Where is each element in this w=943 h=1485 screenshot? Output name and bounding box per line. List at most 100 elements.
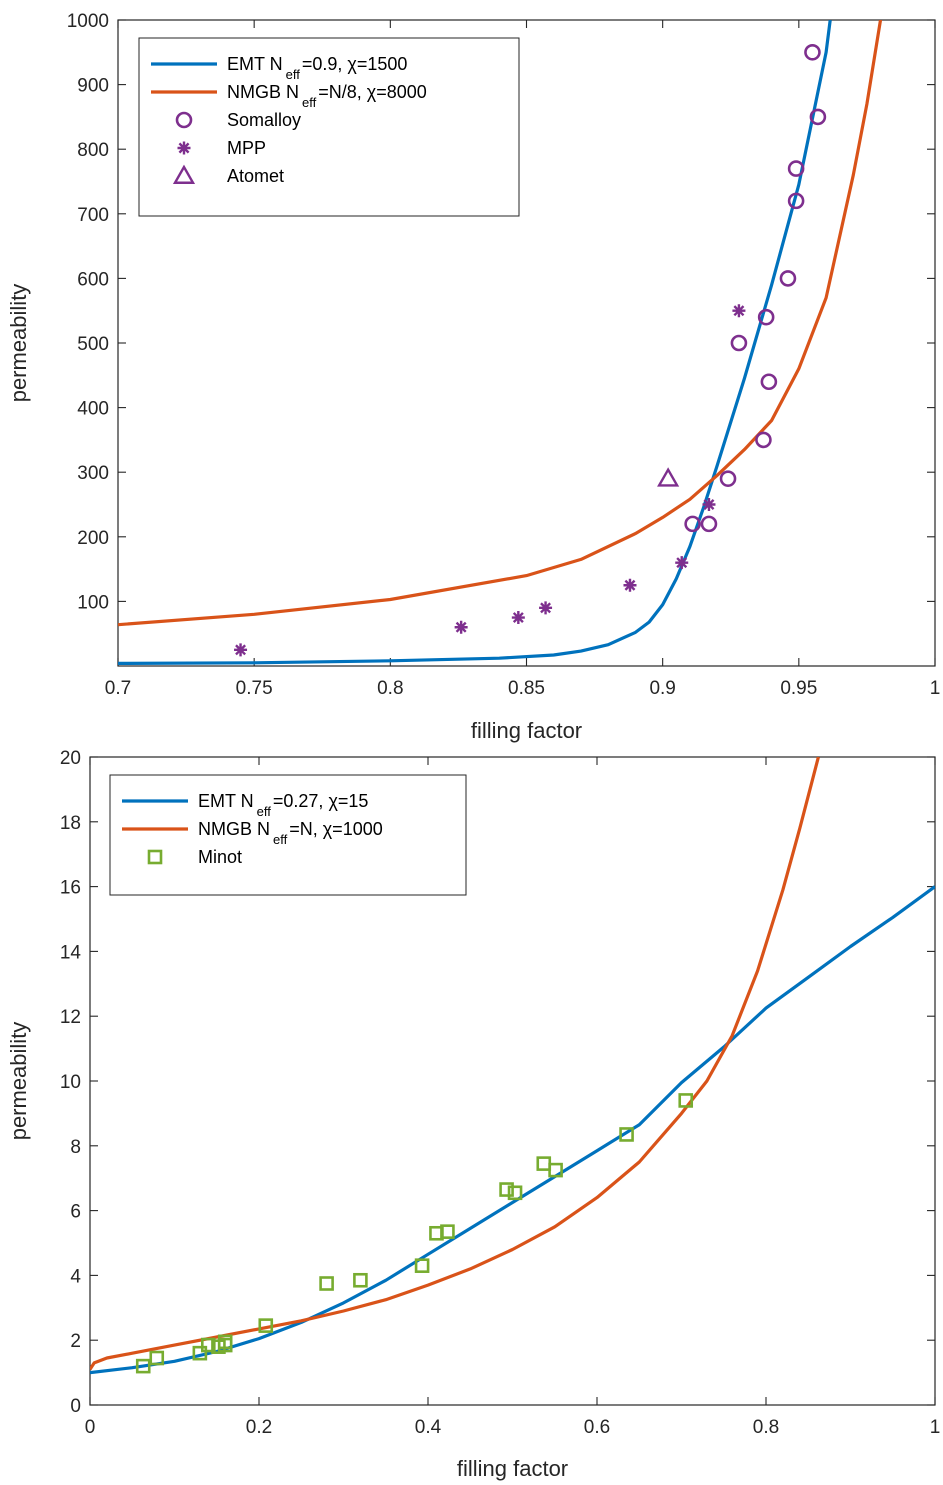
data-point-star (234, 643, 248, 657)
y-tick-label: 800 (77, 140, 109, 161)
data-point-circle (684, 515, 701, 533)
y-tick-label: 10 (60, 1072, 81, 1093)
legend-subscript: eff (257, 804, 272, 819)
data-point-square (678, 1093, 694, 1108)
x-tick-label: 0.2 (246, 1417, 272, 1438)
series-line-2 (90, 757, 820, 1371)
legend-entry-label: EMT Neff=0.9, χ=1500 (227, 54, 407, 82)
y-tick-label: 400 (77, 399, 109, 420)
y-tick-label: 6 (70, 1202, 81, 1223)
legend-box (138, 37, 520, 217)
y-tick-label: 8 (70, 1137, 81, 1158)
x-tick-label: 0.7 (105, 678, 131, 699)
legend-entry-label: Minot (198, 847, 242, 867)
legend-text-tail: =N/8, χ=8000 (318, 82, 427, 102)
legend-marker-swatch (175, 111, 193, 129)
x-tick-label: 0.85 (508, 678, 545, 699)
x-tick-label: 1 (930, 1417, 941, 1438)
legend-entry-label: MPP (227, 138, 266, 158)
data-point-star (623, 578, 637, 592)
legend-text: EMT N (198, 791, 254, 811)
y-tick-label: 600 (77, 269, 109, 290)
plot-data (118, 20, 883, 666)
legend-subscript: eff (302, 95, 317, 110)
x-tick-label: 0.6 (584, 1417, 610, 1438)
legend-text-tail: =0.9, χ=1500 (302, 54, 408, 74)
y-tick-label: 20 (60, 748, 81, 769)
legend-marker-swatch (172, 164, 196, 184)
data-point-square (619, 1127, 634, 1142)
x-tick-label: 1 (930, 678, 941, 699)
legend-subscript: eff (273, 832, 288, 847)
legend-marker-swatch (177, 141, 191, 155)
data-point-square (414, 1258, 430, 1273)
x-tick-label: 0.8 (753, 1417, 779, 1438)
data-point-star (511, 611, 525, 625)
y-tick-label: 18 (60, 813, 81, 834)
y-tick-label: 300 (77, 463, 109, 484)
data-point-star (675, 556, 689, 570)
data-point-circle (760, 373, 778, 391)
data-point-triangle (657, 467, 680, 487)
data-point-square (258, 1318, 274, 1333)
x-tick-label: 0.8 (377, 678, 403, 699)
data-point-square (217, 1334, 233, 1350)
plot-data (90, 757, 935, 1375)
data-point-circle (804, 43, 821, 61)
y-axis-label: permeability (6, 284, 31, 403)
y-tick-label: 4 (70, 1266, 81, 1287)
data-point-square (548, 1162, 563, 1178)
y-axis-label: permeability (6, 1022, 31, 1141)
legend-text: Minot (198, 847, 242, 867)
x-axis-label: filling factor (471, 718, 582, 743)
data-point-square (507, 1185, 523, 1201)
data-point-star (732, 304, 746, 318)
y-tick-label: 12 (60, 1007, 81, 1028)
data-point-square (149, 1350, 165, 1366)
series-line-2 (118, 20, 883, 627)
data-point-circle (787, 192, 805, 210)
legend-box (109, 774, 467, 896)
data-point-circle (809, 108, 827, 126)
legend-text: MPP (227, 138, 266, 158)
legend-text: NMGB N (227, 82, 299, 102)
data-point-circle (730, 334, 748, 352)
legend-text: EMT N (227, 54, 283, 74)
data-point-square (440, 1224, 455, 1239)
legend-entry-label: NMGB Neff=N/8, χ=8000 (227, 82, 427, 110)
data-point-square (353, 1272, 368, 1288)
data-point-circle (719, 470, 737, 487)
y-tick-label: 900 (77, 76, 109, 97)
x-tick-label: 0 (85, 1417, 96, 1438)
y-tick-label: 700 (77, 205, 109, 226)
data-point-square (135, 1358, 151, 1374)
y-tick-label: 0 (70, 1396, 81, 1417)
y-tick-label: 1000 (67, 11, 109, 32)
legend-text: Atomet (227, 166, 284, 186)
legend-text: Somalloy (227, 110, 301, 130)
data-point-square (536, 1156, 552, 1171)
legend-entry-label: EMT Neff=0.27, χ=15 (198, 791, 368, 819)
data-point-circle (779, 270, 797, 287)
data-point-square (201, 1337, 216, 1353)
data-point-star (454, 620, 468, 634)
y-tick-label: 14 (60, 942, 82, 963)
y-tick-label: 100 (77, 592, 109, 613)
data-point-square (499, 1182, 514, 1197)
legend-text-tail: =0.27, χ=15 (273, 791, 369, 811)
legend-subscript: eff (286, 67, 301, 82)
series-line-1 (90, 885, 935, 1375)
legend-entry-label: Atomet (227, 166, 284, 186)
x-tick-label: 0.95 (780, 678, 817, 699)
legend-entry-label: Somalloy (227, 110, 301, 130)
data-point-circle (755, 431, 772, 449)
x-axis-label: filling factor (457, 1456, 568, 1481)
chart-panel-1: 0.7 0.75 0.8 0.85 0.9 0.95 1 100 200 300 400 500 600… (6, 11, 940, 743)
data-point-star (539, 601, 553, 615)
legend-marker-swatch (147, 849, 163, 865)
data-point-square (192, 1345, 208, 1361)
data-point-square (319, 1276, 334, 1291)
